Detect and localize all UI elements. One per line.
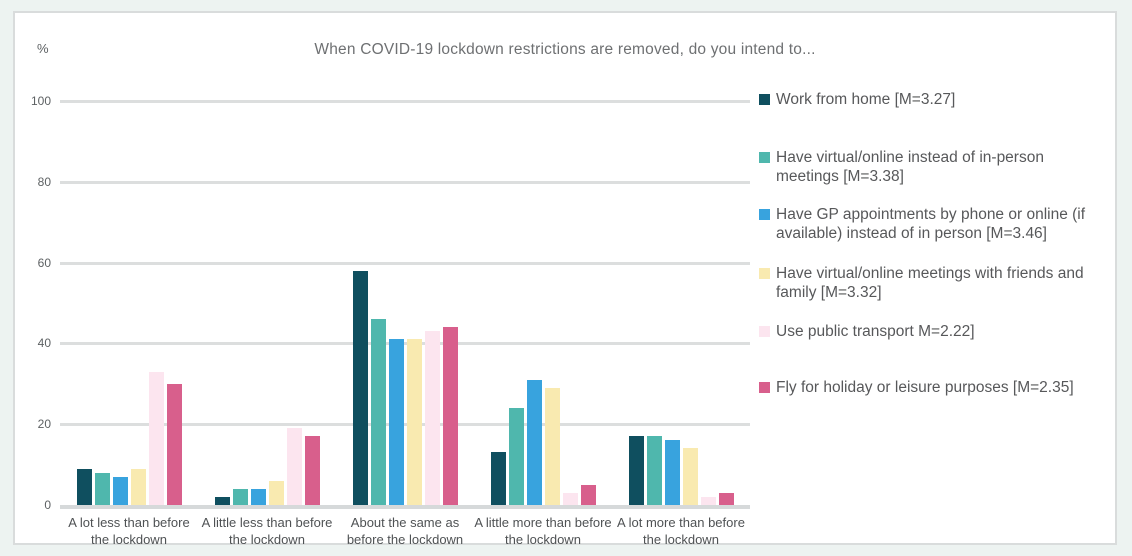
bar	[682, 448, 698, 505]
y-tick-label: 80	[37, 174, 51, 189]
bar	[148, 371, 164, 505]
bar	[580, 484, 596, 505]
bar	[664, 440, 680, 505]
legend-swatch	[759, 152, 770, 163]
x-category-label: A little more than before the lockdown	[474, 515, 612, 547]
legend-item: Work from home [M=3.27]	[759, 90, 955, 109]
x-category-label: About the same as before the lockdown	[346, 515, 464, 547]
legend-item-label: Have virtual/online meetings with friend…	[776, 265, 1084, 302]
bar	[94, 472, 110, 505]
gridline	[60, 261, 750, 265]
bar	[646, 436, 662, 505]
legend-item: Have virtual/online instead of in-person…	[759, 148, 1111, 187]
bar-group	[198, 101, 336, 505]
x-axis-labels: A lot less than before the lockdown A lit…	[60, 515, 750, 549]
y-tick-label: 20	[37, 417, 51, 432]
bar	[250, 488, 266, 505]
bar	[232, 488, 248, 505]
y-tick-label: 100	[30, 94, 51, 108]
y-tick-label: 60	[37, 255, 51, 270]
legend-item-label: Have GP appointments by phone or online …	[776, 206, 1086, 243]
bar	[268, 480, 284, 505]
bar	[286, 428, 302, 505]
bar	[370, 319, 386, 505]
bar-group	[474, 101, 612, 505]
bar	[214, 496, 230, 505]
legend-swatch	[759, 209, 770, 220]
legend-swatch	[759, 326, 770, 337]
bar-group	[612, 101, 750, 505]
legend-item-label: Fly for holiday or leisure purposes [M=2…	[776, 379, 1074, 396]
gridline	[60, 423, 750, 427]
legend-swatch	[759, 382, 770, 393]
bar	[562, 492, 578, 505]
bar	[130, 468, 146, 505]
legend-item-label: Use public transport M=2.22]	[776, 323, 975, 340]
bar	[718, 492, 734, 505]
bar	[508, 408, 524, 505]
x-category-label: A lot more than before the lockdown	[617, 515, 745, 547]
bar	[526, 379, 542, 505]
legend-item: Use public transport M=2.22]	[759, 322, 975, 341]
chart-panel: When COVID-19 lockdown restrictions are …	[13, 11, 1117, 547]
bar	[442, 327, 458, 505]
legend-item: Have GP appointments by phone or online …	[759, 205, 1111, 244]
legend-item-label: Have virtual/online instead of in-person…	[776, 149, 1044, 186]
x-category-label: A little less than before the lockdown	[201, 515, 333, 547]
legend-item: Have virtual/online meetings with friend…	[759, 264, 1111, 303]
bar	[544, 387, 560, 505]
bar	[304, 436, 320, 505]
gridline	[60, 100, 750, 103]
gridline	[60, 342, 750, 346]
gridline	[60, 180, 750, 184]
bar	[388, 339, 404, 505]
x-category-label: A lot less than before the lockdown	[68, 515, 190, 547]
plot-area: 0 20 40 60 80 100 A lot less than before the …	[31, 94, 750, 547]
y-axis-unit-label: %	[37, 41, 49, 56]
bars-layer	[60, 101, 750, 505]
bar	[76, 468, 92, 505]
chart-title: When COVID-19 lockdown restrictions are …	[314, 41, 816, 58]
bar-group	[336, 101, 474, 505]
legend-swatch	[759, 94, 770, 105]
bar	[490, 452, 506, 505]
x-axis-baseline	[60, 505, 750, 509]
legend-item: Fly for holiday or leisure purposes [M=2…	[759, 378, 1074, 397]
bar	[424, 331, 440, 505]
bar	[700, 496, 716, 505]
bar	[628, 436, 644, 505]
legend-swatch	[759, 268, 770, 279]
bar-group	[60, 101, 198, 505]
bar	[166, 383, 182, 505]
bar	[352, 270, 368, 505]
bar	[112, 476, 128, 505]
y-tick-label: 40	[37, 336, 51, 351]
bar	[406, 339, 422, 505]
chart-legend: Work from home [M=3.27] Have virtual/onli…	[759, 90, 1115, 420]
y-tick-label: 0	[44, 498, 51, 512]
legend-item-label: Work from home [M=3.27]	[776, 91, 956, 108]
